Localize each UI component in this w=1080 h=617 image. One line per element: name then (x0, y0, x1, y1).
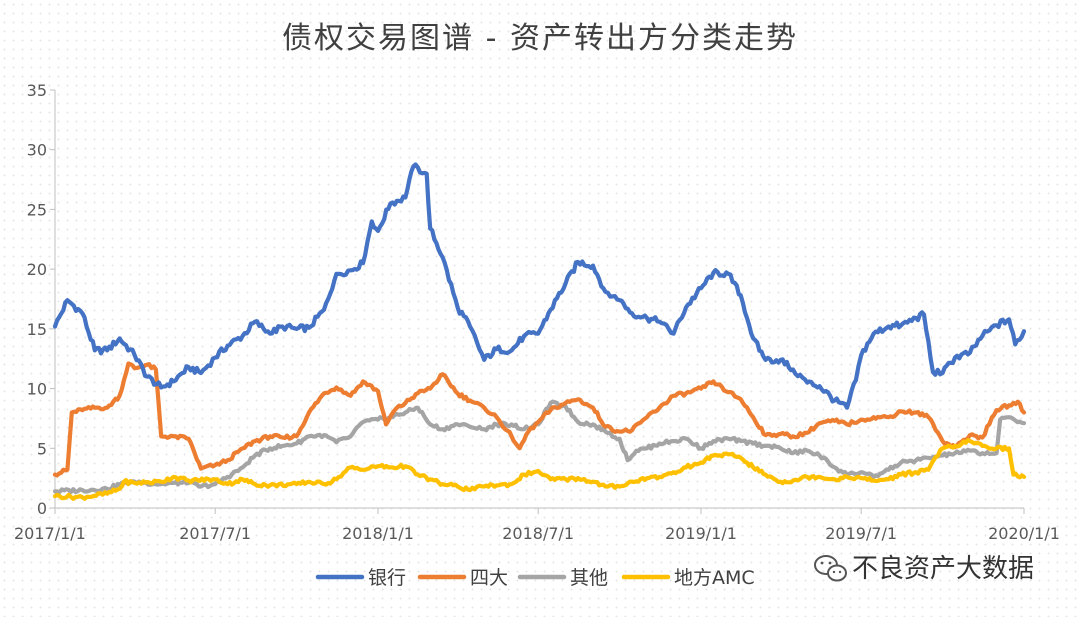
x-tick-label: 2020/1/1 (988, 524, 1060, 543)
watermark: 不良资产大数据 (814, 554, 1034, 584)
wechat-icon (814, 555, 847, 582)
legend: 银行 四大 其他 地方AMC (315, 567, 755, 589)
x-tick-label: 2019/7/1 (825, 524, 897, 543)
series-layer (52, 162, 1027, 501)
legend-label: 其他 (570, 567, 608, 589)
x-tick-label: 2019/1/1 (665, 524, 737, 543)
y-tick-label: 15 (27, 320, 47, 339)
watermark-text: 不良资产大数据 (852, 554, 1034, 584)
y-tick-label: 0 (37, 499, 47, 518)
legend-label: 四大 (470, 567, 508, 589)
legend-label: 地方AMC (674, 567, 755, 589)
y-tick-label: 25 (27, 200, 47, 219)
y-tick-label: 30 (27, 141, 47, 160)
chart-title: 债权交易图谱 - 资产转出方分类走势 (282, 21, 798, 56)
series-line-4 (52, 438, 1027, 501)
x-tick-label: 2018/1/1 (342, 524, 414, 543)
x-tick-label: 2017/1/1 (14, 524, 86, 543)
legend-label: 银行 (368, 567, 406, 589)
y-tick-label: 20 (27, 260, 47, 279)
series-line-1 (52, 162, 1027, 410)
series-line-2 (52, 361, 1027, 478)
y-tick-label: 10 (27, 380, 47, 399)
y-tick-label: 35 (27, 81, 47, 100)
x-tick-label: 2017/7/1 (179, 524, 251, 543)
axes: 0 5 10 15 20 25 30 35 2017/1/1 2017/7/1 2018/1/1 20… (14, 81, 1060, 543)
x-tick-label: 2018/7/1 (502, 524, 574, 543)
y-tick-label: 5 (37, 439, 47, 458)
